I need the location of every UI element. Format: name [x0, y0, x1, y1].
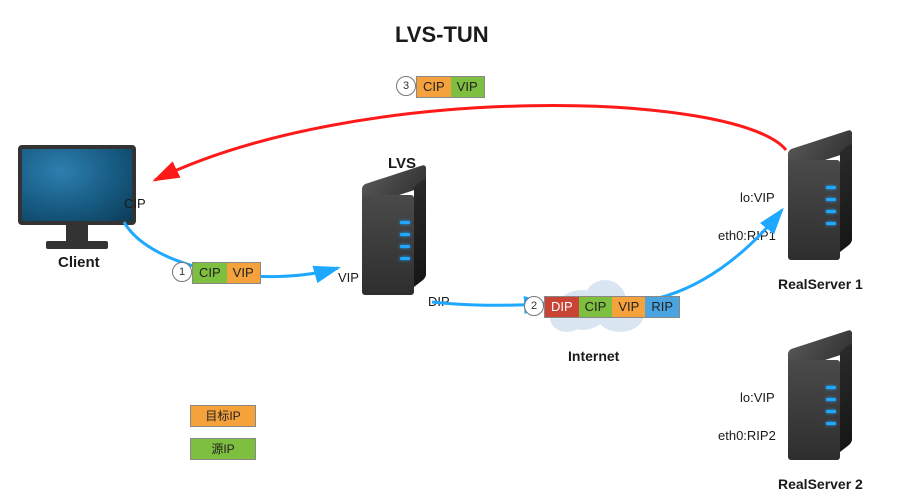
realserver2-icon	[788, 350, 852, 470]
lvs-vip: VIP	[338, 270, 359, 285]
step2-badge: 2	[524, 296, 544, 316]
packet2-cip: CIP	[579, 297, 613, 317]
arrow-internet-to-rs1	[650, 210, 782, 300]
diagram-title: LVS-TUN	[395, 22, 489, 48]
packet2-dip: DIP	[545, 297, 579, 317]
packet1-cip: CIP	[193, 263, 227, 283]
packet3-vip: VIP	[451, 77, 484, 97]
internet-label: Internet	[568, 348, 619, 364]
packet1-vip: VIP	[227, 263, 260, 283]
packet2-rip: RIP	[645, 297, 679, 317]
packet2: DIP CIP VIP RIP	[544, 296, 680, 318]
lvs-icon	[362, 185, 426, 305]
packet3-cip: CIP	[417, 77, 451, 97]
rs1-lo: lo:VIP	[740, 190, 775, 205]
step1-badge: 1	[172, 262, 192, 282]
lvs-label: LVS	[388, 155, 416, 172]
rs2-eth: eth0:RIP2	[718, 428, 776, 443]
realserver1-icon	[788, 150, 852, 270]
lvs-dip: DIP	[428, 294, 450, 309]
packet2-vip: VIP	[612, 297, 645, 317]
client-label: Client	[58, 254, 100, 271]
diagram-stage: LVS-TUN Client CIP LVS VIP DIP Internet …	[0, 0, 899, 504]
client-icon	[18, 145, 136, 249]
realserver2-label: RealServer 2	[778, 476, 863, 492]
step3-badge: 3	[396, 76, 416, 96]
arrow-rs1-to-client	[155, 106, 786, 180]
packet3: CIP VIP	[416, 76, 485, 98]
client-iface: CIP	[124, 196, 146, 211]
rs1-eth: eth0:RIP1	[718, 228, 776, 243]
rs2-lo: lo:VIP	[740, 390, 775, 405]
packet1: CIP VIP	[192, 262, 261, 284]
realserver1-label: RealServer 1	[778, 276, 863, 292]
legend-src: 源IP	[190, 438, 256, 460]
legend-dest: 目标IP	[190, 405, 256, 427]
